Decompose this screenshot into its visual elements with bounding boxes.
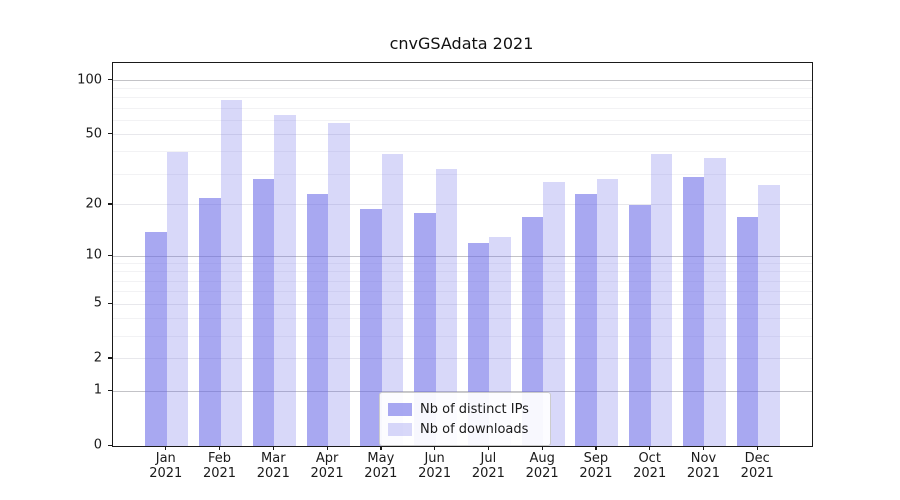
- gridline-9: [113, 263, 812, 265]
- bar-nb-of-downloads-mar-2021: [274, 115, 296, 446]
- legend-swatch-distinct-ips: [388, 402, 412, 416]
- y-tick-mark-20: [108, 203, 112, 205]
- gridline-3: [113, 335, 812, 337]
- x-tick-label-oct-2021: Oct 2021: [633, 451, 667, 481]
- x-tick-mark-nov-2021: [702, 446, 705, 450]
- x-tick-label-dec-2021: Dec 2021: [740, 451, 774, 481]
- gridline-20: [113, 204, 812, 206]
- bar-nb-of-downloads-jun-2021: [435, 169, 458, 446]
- x-tick-label-mar-2021: Mar 2021: [256, 451, 290, 481]
- bar-nb-of-downloads-may-2021: [381, 153, 404, 446]
- x-tick-mark-jun-2021: [434, 446, 436, 450]
- gridline-70: [113, 107, 812, 109]
- bar-nb-of-downloads-feb-2021: [220, 99, 243, 446]
- x-tick-label-jul-2021: Jul 2021: [471, 451, 505, 481]
- gridline-6: [113, 291, 812, 293]
- x-tick-mark-jan-2021: [165, 446, 167, 450]
- chart-title: cnvGSAdata 2021: [389, 34, 534, 53]
- bar-nb-of-distinct-ips-aug-2021: [521, 217, 544, 446]
- x-tick-mark-mar-2021: [272, 446, 274, 450]
- y-tick-label-100: 100: [77, 72, 102, 87]
- x-tick-mark-may-2021: [380, 446, 382, 450]
- bar-nb-of-distinct-ips-feb-2021: [199, 197, 221, 446]
- x-tick-label-nov-2021: Nov 2021: [686, 451, 720, 481]
- legend-label-distinct-ips: Nb of distinct IPs: [420, 401, 529, 417]
- x-tick-label-jun-2021: Jun 2021: [418, 451, 452, 481]
- y-tick-label-50: 50: [85, 126, 102, 142]
- gridline-80: [113, 97, 812, 99]
- x-tick-mark-feb-2021: [219, 446, 221, 450]
- y-tick-mark-10: [108, 254, 112, 256]
- legend-item-distinct-ips: Nb of distinct IPs: [388, 399, 542, 419]
- gridline-60: [113, 119, 812, 121]
- legend-label-downloads: Nb of downloads: [420, 421, 529, 437]
- legend-item-downloads: Nb of downloads: [388, 419, 542, 439]
- x-tick-mark-aug-2021: [541, 446, 543, 450]
- gridline-100: [113, 80, 812, 81]
- legend: Nb of distinct IPs Nb of downloads: [379, 392, 551, 446]
- bar-nb-of-distinct-ips-jan-2021: [145, 231, 167, 446]
- bar-nb-of-downloads-apr-2021: [328, 123, 350, 446]
- x-tick-label-apr-2021: Apr 2021: [310, 451, 344, 481]
- gridline-7: [113, 280, 812, 282]
- bar-nb-of-distinct-ips-dec-2021: [736, 217, 759, 446]
- y-tick-mark-100: [108, 79, 112, 81]
- bar-nb-of-downloads-oct-2021: [650, 153, 673, 446]
- gridline-30: [113, 173, 812, 175]
- bar-nb-of-downloads-jan-2021: [166, 151, 189, 446]
- gridline-4: [113, 318, 812, 320]
- y-tick-label-0: 0: [93, 437, 102, 453]
- x-tick-mark-oct-2021: [649, 446, 651, 450]
- y-tick-label-10: 10: [85, 247, 102, 263]
- gridline-5: [113, 303, 812, 305]
- x-tick-label-jan-2021: Jan 2021: [149, 451, 183, 481]
- plot-area: [112, 62, 813, 447]
- y-tick-label-2: 2: [93, 350, 102, 366]
- bar-nb-of-downloads-sep-2021: [596, 179, 619, 446]
- y-tick-mark-0: [108, 444, 112, 446]
- y-tick-label-1: 1: [93, 382, 102, 398]
- y-tick-label-5: 5: [93, 295, 102, 311]
- gridline-90: [113, 88, 812, 90]
- y-tick-mark-5: [108, 302, 112, 304]
- gridline-50: [113, 134, 812, 136]
- y-tick-mark-50: [108, 133, 112, 135]
- bar-nb-of-distinct-ips-may-2021: [360, 208, 382, 446]
- legend-swatch-downloads: [388, 422, 412, 436]
- bar-nb-of-downloads-aug-2021: [543, 182, 565, 446]
- gridline-10: [113, 255, 812, 257]
- bar-nb-of-downloads-nov-2021: [704, 157, 726, 446]
- bar-nb-of-distinct-ips-oct-2021: [629, 204, 651, 446]
- x-tick-mark-sep-2021: [595, 446, 597, 450]
- x-tick-mark-jul-2021: [487, 446, 490, 450]
- x-tick-mark-apr-2021: [326, 446, 328, 450]
- x-tick-label-sep-2021: Sep 2021: [579, 451, 613, 481]
- bar-nb-of-distinct-ips-nov-2021: [682, 176, 705, 446]
- x-tick-mark-dec-2021: [756, 446, 758, 450]
- gridline-2: [113, 358, 812, 360]
- gridline-40: [113, 151, 812, 153]
- gridline-8: [113, 271, 812, 273]
- bar-nb-of-distinct-ips-mar-2021: [252, 179, 275, 446]
- bar-nb-of-downloads-dec-2021: [758, 185, 780, 446]
- bar-nb-of-distinct-ips-apr-2021: [306, 194, 329, 446]
- gridline-1: [113, 390, 812, 392]
- bar-nb-of-distinct-ips-sep-2021: [575, 194, 597, 446]
- x-tick-label-feb-2021: Feb 2021: [202, 451, 237, 481]
- y-tick-label-20: 20: [85, 196, 102, 212]
- x-tick-label-may-2021: May 2021: [364, 451, 398, 481]
- y-tick-mark-1: [108, 389, 112, 391]
- bar-nb-of-distinct-ips-jun-2021: [414, 212, 436, 446]
- y-tick-mark-2: [108, 357, 112, 359]
- x-tick-label-aug-2021: Aug 2021: [525, 451, 559, 481]
